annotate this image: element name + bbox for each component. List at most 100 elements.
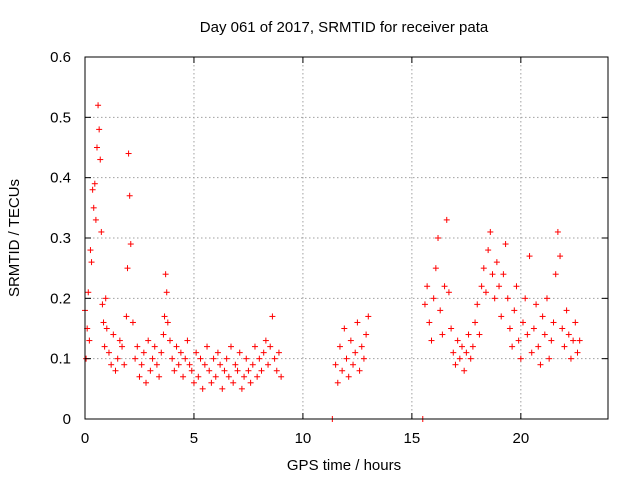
data-point xyxy=(561,343,568,350)
x-tick-label: 5 xyxy=(190,430,198,447)
data-point xyxy=(85,289,92,296)
data-point xyxy=(489,271,496,278)
data-point xyxy=(119,343,126,350)
data-point xyxy=(108,361,115,368)
y-axis-label: SRMTID / TECUs xyxy=(6,179,23,297)
data-point xyxy=(258,367,265,374)
data-point xyxy=(498,313,505,320)
data-point xyxy=(504,295,511,302)
data-point xyxy=(88,259,95,266)
data-point xyxy=(171,367,178,374)
data-point xyxy=(102,295,109,302)
data-point xyxy=(426,319,433,326)
data-point xyxy=(197,355,204,362)
data-point xyxy=(265,361,272,368)
data-point xyxy=(430,295,437,302)
data-point xyxy=(188,367,195,374)
data-point xyxy=(110,331,117,338)
data-point xyxy=(474,301,481,308)
data-point xyxy=(87,247,94,254)
data-point xyxy=(269,313,276,320)
x-tick-label: 10 xyxy=(295,430,312,447)
data-point xyxy=(530,325,537,332)
data-point xyxy=(574,349,581,356)
data-point xyxy=(143,379,150,386)
data-point xyxy=(554,228,561,235)
data-point xyxy=(350,361,357,368)
data-point xyxy=(169,355,176,362)
data-point xyxy=(182,355,189,362)
data-point xyxy=(356,367,363,374)
data-point xyxy=(254,373,261,380)
x-tick-label: 20 xyxy=(512,430,529,447)
data-point xyxy=(543,295,550,302)
data-point xyxy=(565,331,572,338)
data-point xyxy=(472,319,479,326)
data-point xyxy=(522,295,529,302)
data-point xyxy=(173,343,180,350)
data-point xyxy=(164,319,171,326)
data-point xyxy=(478,283,485,290)
data-point xyxy=(275,349,282,356)
y-tick-label: 0 xyxy=(63,411,71,428)
grid-lines xyxy=(85,57,608,419)
data-point xyxy=(230,379,237,386)
data-point xyxy=(363,331,370,338)
data-point xyxy=(358,343,365,350)
data-point xyxy=(151,343,158,350)
data-point xyxy=(445,289,452,296)
data-point xyxy=(482,289,489,296)
data-point xyxy=(103,325,110,332)
data-point xyxy=(114,355,121,362)
data-point xyxy=(210,355,217,362)
data-point xyxy=(424,283,431,290)
data-point xyxy=(439,331,446,338)
data-point xyxy=(352,349,359,356)
data-point xyxy=(140,349,147,356)
data-point xyxy=(515,337,522,344)
data-point xyxy=(559,325,566,332)
data-point xyxy=(354,319,361,326)
data-point xyxy=(443,216,450,223)
data-point xyxy=(190,379,197,386)
data-point xyxy=(528,349,535,356)
data-point xyxy=(537,361,544,368)
data-point xyxy=(493,259,500,266)
data-point xyxy=(576,337,583,344)
data-point xyxy=(491,295,498,302)
data-point xyxy=(469,343,476,350)
data-point xyxy=(480,265,487,272)
data-point xyxy=(243,355,250,362)
data-point xyxy=(95,102,102,109)
data-point xyxy=(465,331,472,338)
data-point xyxy=(212,373,219,380)
data-point xyxy=(221,367,228,374)
data-point xyxy=(249,361,256,368)
data-point xyxy=(360,355,367,362)
data-point xyxy=(99,301,106,308)
x-axis-label: GPS time / hours xyxy=(287,457,401,474)
y-tick-label: 0.4 xyxy=(50,170,71,187)
data-point xyxy=(153,361,160,368)
data-point xyxy=(463,349,470,356)
data-point xyxy=(552,271,559,278)
data-point xyxy=(347,337,354,344)
data-point xyxy=(234,367,241,374)
data-point xyxy=(541,331,548,338)
data-point xyxy=(238,385,245,392)
data-point xyxy=(458,343,465,350)
data-point xyxy=(92,216,99,223)
data-point xyxy=(184,337,191,344)
axis-ticks: 0 5 10 15 20 0 0.1 0.2 0.3 0.4 0.5 0.6 xyxy=(50,49,608,447)
data-point xyxy=(506,325,513,332)
data-point xyxy=(241,373,248,380)
data-point xyxy=(204,343,211,350)
data-point xyxy=(546,355,553,362)
data-point xyxy=(163,289,170,296)
y-tick-label: 0.5 xyxy=(50,109,71,126)
data-point xyxy=(511,307,518,314)
data-point xyxy=(129,319,136,326)
data-point xyxy=(125,150,132,157)
data-point xyxy=(93,144,100,151)
data-point xyxy=(343,355,350,362)
